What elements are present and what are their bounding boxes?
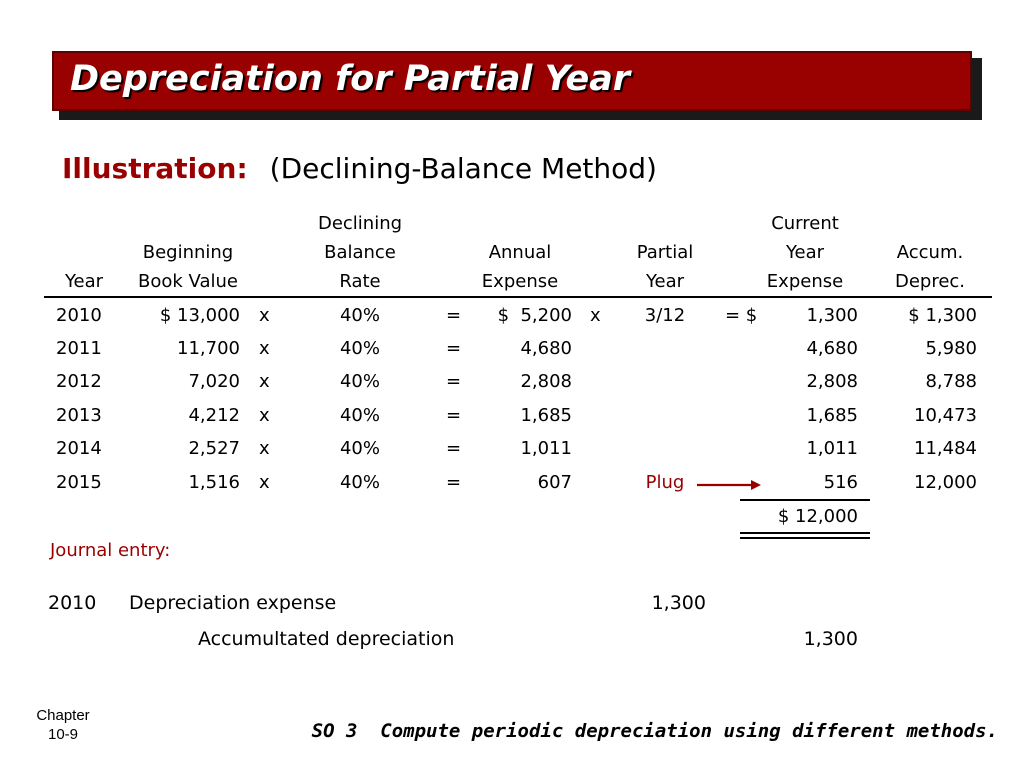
header-book-line1: Beginning: [142, 242, 234, 263]
cell-rate: 40%: [339, 305, 380, 326]
cell-times-2: x: [590, 305, 601, 326]
journal-year: 2010: [48, 592, 97, 614]
cell-annual: $ 5,200: [497, 305, 572, 326]
header-rate-line3: Rate: [339, 271, 381, 292]
header-rate: Declining Balance Rate: [300, 209, 420, 296]
total-current-expense: $ 12,000: [777, 506, 858, 527]
illustration-line: Illustration: (Declining-Balance Method): [62, 152, 657, 185]
cell-year: 2013: [56, 405, 102, 426]
cell-accum: 5,980: [925, 338, 977, 359]
header-rate-line2: Balance: [324, 242, 396, 263]
cell-equals: =: [446, 405, 462, 426]
cell-rate: 40%: [339, 438, 380, 459]
cell-times: x: [259, 305, 270, 326]
cell-partial: 3/12: [644, 305, 686, 326]
header-book-line2: Book Value: [138, 271, 238, 292]
cell-annual: 1,011: [520, 438, 572, 459]
chapter-label: Chapter 10-9: [28, 706, 98, 744]
header-year: Year: [52, 267, 116, 296]
header-year-line1: Year: [64, 271, 104, 292]
header-annual-line1: Annual: [488, 242, 552, 263]
cell-current: 516: [823, 472, 858, 493]
cell-book-value: $ 13,000: [159, 305, 240, 326]
header-book-value: Beginning Book Value: [120, 238, 256, 296]
chapter-label-text: Chapter: [36, 707, 90, 724]
cell-current: 1,685: [806, 405, 858, 426]
cell-book-value: 7,020: [188, 371, 240, 392]
cell-rate: 40%: [339, 371, 380, 392]
plug-arrow-icon: [697, 480, 761, 490]
cell-accum: 11,484: [914, 438, 977, 459]
cell-rate: 40%: [339, 338, 380, 359]
cell-equals-2: = $: [725, 305, 758, 326]
cell-equals: =: [446, 371, 462, 392]
journal-entry-label: Journal entry:: [50, 540, 171, 561]
cell-year: 2010: [56, 305, 102, 326]
header-rule: [44, 296, 992, 298]
cell-current: 1,011: [806, 438, 858, 459]
journal-credit-amount: 1,300: [803, 628, 858, 650]
header-partial: Partial Year: [620, 238, 710, 296]
study-objective: SO 3 Compute periodic depreciation using…: [311, 720, 998, 742]
cell-book-value: 4,212: [188, 405, 240, 426]
cell-year: 2015: [56, 472, 102, 493]
cell-equals: =: [446, 338, 462, 359]
slide-title: Depreciation for Partial Year: [70, 59, 631, 99]
header-rate-line1: Declining: [317, 213, 403, 234]
method-label: (Declining-Balance Method): [269, 152, 657, 185]
cell-current: 1,300: [806, 305, 858, 326]
cell-book-value: 2,527: [188, 438, 240, 459]
header-partial-line1: Partial: [636, 242, 694, 263]
cell-current: 4,680: [806, 338, 858, 359]
cell-accum: $ 1,300: [908, 305, 977, 326]
cell-accum: 10,473: [914, 405, 977, 426]
total-double-rule-top: [740, 532, 870, 534]
chapter-number: 10-9: [47, 726, 79, 743]
cell-book-value: 11,700: [177, 338, 240, 359]
cell-annual: 2,808: [520, 371, 572, 392]
header-current-line2: Year: [785, 242, 825, 263]
cell-times: x: [259, 472, 270, 493]
header-accum-line2: Deprec.: [894, 271, 966, 292]
cell-times: x: [259, 438, 270, 459]
header-current: Current Year Expense: [755, 209, 855, 296]
cell-equals: =: [446, 305, 462, 326]
illustration-label: Illustration:: [62, 152, 248, 185]
cell-annual: 4,680: [520, 338, 572, 359]
cell-book-value: 1,516: [188, 472, 240, 493]
cell-annual: 607: [537, 472, 572, 493]
header-current-line3: Expense: [766, 271, 844, 292]
cell-current: 2,808: [806, 371, 858, 392]
cell-times: x: [259, 338, 270, 359]
cell-times: x: [259, 371, 270, 392]
cell-times: x: [259, 405, 270, 426]
cell-equals: =: [446, 438, 462, 459]
header-current-line1: Current: [771, 213, 839, 234]
cell-year: 2011: [56, 338, 102, 359]
cell-year: 2014: [56, 438, 102, 459]
cell-year: 2012: [56, 371, 102, 392]
header-accum: Accum. Deprec.: [880, 238, 980, 296]
cell-rate: 40%: [339, 472, 380, 493]
header-partial-line2: Year: [645, 271, 685, 292]
header-annual-line2: Expense: [481, 271, 559, 292]
journal-credit-account: Accumultated depreciation: [198, 628, 455, 650]
header-annual: Annual Expense: [470, 238, 570, 296]
cell-annual: 1,685: [520, 405, 572, 426]
journal-debit-account: Depreciation expense: [129, 592, 337, 614]
cell-accum: 12,000: [914, 472, 977, 493]
header-accum-line1: Accum.: [896, 242, 964, 263]
total-rule: [740, 499, 870, 501]
cell-rate: 40%: [339, 405, 380, 426]
total-double-rule-bottom: [740, 537, 870, 539]
cell-equals: =: [446, 472, 462, 493]
cell-accum: 8,788: [925, 371, 977, 392]
journal-debit-amount: 1,300: [651, 592, 706, 614]
title-bar: Depreciation for Partial Year: [52, 51, 972, 111]
plug-label: Plug: [645, 472, 685, 493]
